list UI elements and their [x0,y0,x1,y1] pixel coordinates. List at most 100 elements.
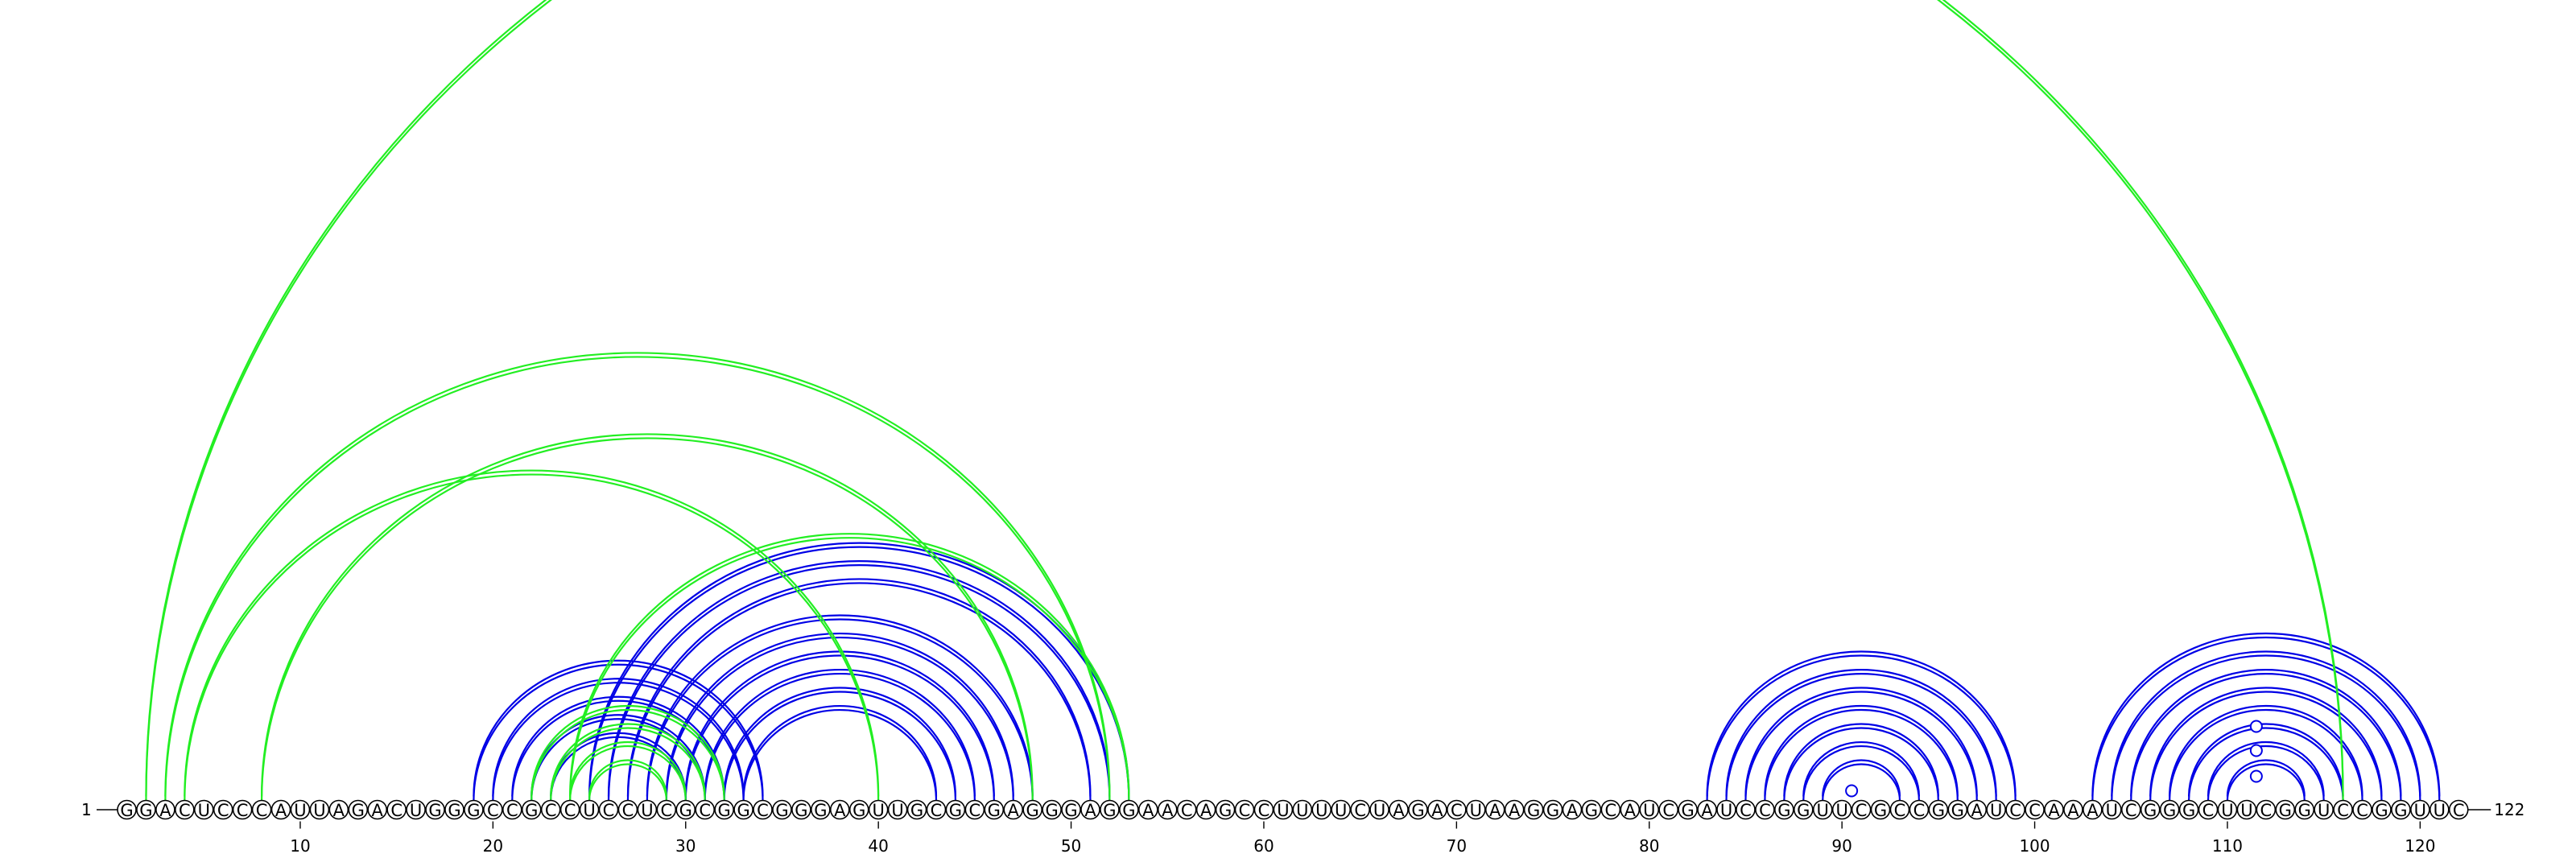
nucleotide-letter: C [622,801,634,820]
nucleotide-circle [1138,799,1158,820]
pseudoknot-arc [588,759,667,797]
nucleotide-letter: U [313,801,325,820]
nucleotide: G [1119,799,1139,820]
base-pair-arc [2111,654,2421,801]
nucleotide-letter: G [1064,801,1077,820]
base-pair-arc [492,678,745,797]
nucleotide-circle [1466,799,1486,820]
nucleotide-circle [1176,799,1197,820]
nucleotide: G [848,799,869,820]
base-pair-arc [723,691,957,801]
nucleotide-circle [598,799,619,820]
nucleotide-letter: C [931,801,943,820]
nucleotide: U [1369,799,1389,820]
nucleotide-circle [1889,799,1910,820]
nucleotide-circle [829,799,850,820]
nucleotide-letter: G [2394,801,2407,820]
nucleotide-letter: A [1008,801,1020,820]
pseudoknot-arc [569,740,687,797]
nucleotide-circle [1061,799,1081,820]
nucleotide-circle [1755,799,1775,820]
nucleotide-circle [1909,799,1930,820]
nucleotide: C [502,799,522,820]
nucleotide: A [1427,799,1447,820]
tick-label: 30 [675,836,696,856]
nucleotide-letter: C [1759,801,1771,820]
nucleotide-letter: U [1643,801,1655,820]
nucleotide-circle [367,799,388,820]
pseudoknot-arc [530,708,725,801]
nucleotide-circle [2083,799,2103,820]
base-pair-arc [1822,759,1901,797]
nucleotide-letter: C [2125,801,2137,820]
nucleotide-letter: G [1026,801,1039,820]
nucleotide: C [2198,799,2219,820]
nucleotide-circle [328,799,349,820]
nucleotide-circle [1831,799,1852,820]
nucleotide-letter: C [2356,801,2368,820]
tick-label: 40 [868,836,888,856]
nucleotide-circle [1157,799,1178,820]
nucleotide-letter: C [1913,801,1926,820]
nucleotide: G [444,799,464,820]
nucleotide: U [2410,799,2430,820]
tick-label: 60 [1253,836,1274,856]
nucleotide-circle [1620,799,1641,820]
nucleotide-circle [772,799,792,820]
nucleotide: A [1080,799,1100,820]
nucleotide: C [1889,799,1910,820]
nucleotide-letter: U [641,801,653,820]
nucleotide-letter: A [2087,801,2099,820]
nucleotide-circle [1581,799,1602,820]
base-pair-arc [1706,654,2017,801]
nucleotide-circle [348,799,369,820]
nucleotide-letter: A [1624,801,1637,820]
nucleotide-letter: G [1797,801,1810,820]
nucleotide-letter: U [1990,801,2002,820]
nucleotide-letter: G [775,801,788,820]
nucleotide: G [1215,799,1236,820]
nucleotide: G [1928,799,1949,820]
pseudoknot-arc [164,356,1111,801]
nucleotide-circle [2140,799,2161,820]
base-pair-arc [1725,672,1997,801]
nucleotide-circle [733,799,753,820]
nucleotide-letter: G [352,801,365,820]
base-pair-arc [684,654,995,801]
nucleotide: C [559,799,580,820]
nucleotide-letter: G [1932,801,1945,820]
nucleotide-circle [1716,799,1736,820]
loop-marker [2249,720,2263,733]
base-pair-arc [2091,632,2441,797]
nucleotide: C [1447,799,1467,820]
nucleotide: C [251,799,272,820]
nucleotide-circle [386,799,407,820]
nucleotide-letter: C [1662,801,1674,820]
nucleotide: G [521,799,542,820]
pseudoknot-arc [588,763,667,801]
nucleotide-circle [2063,799,2083,820]
nucleotide-circle [2448,799,2469,820]
nucleotide-circle [2372,799,2392,820]
nucleotide-letter: U [410,801,422,820]
nucleotide-circle [2333,799,2353,820]
nucleotide-circle [906,799,927,820]
nucleotide-letter: C [390,801,402,820]
nucleotide: G [2372,799,2392,820]
nucleotide: A [1562,799,1583,820]
nucleotide-circle [1389,799,1409,820]
nucleotide-letter: C [1354,801,1366,820]
nucleotide-letter: U [2221,801,2233,820]
nucleotide-circle [579,799,600,820]
nucleotide-circle [1736,799,1756,820]
nucleotide: G [791,799,811,820]
base-pair-arc [530,714,706,797]
base-pair-arc [588,546,1130,801]
nucleotide-circle [964,799,985,820]
nucleotide-circle [2025,799,2045,820]
nucleotide-circle [637,799,658,820]
tick-label: 80 [1639,836,1659,856]
base-pair-arc [1744,691,1978,801]
nucleotide-circle [1793,799,1814,820]
nucleotide-letter: U [1470,801,1482,820]
